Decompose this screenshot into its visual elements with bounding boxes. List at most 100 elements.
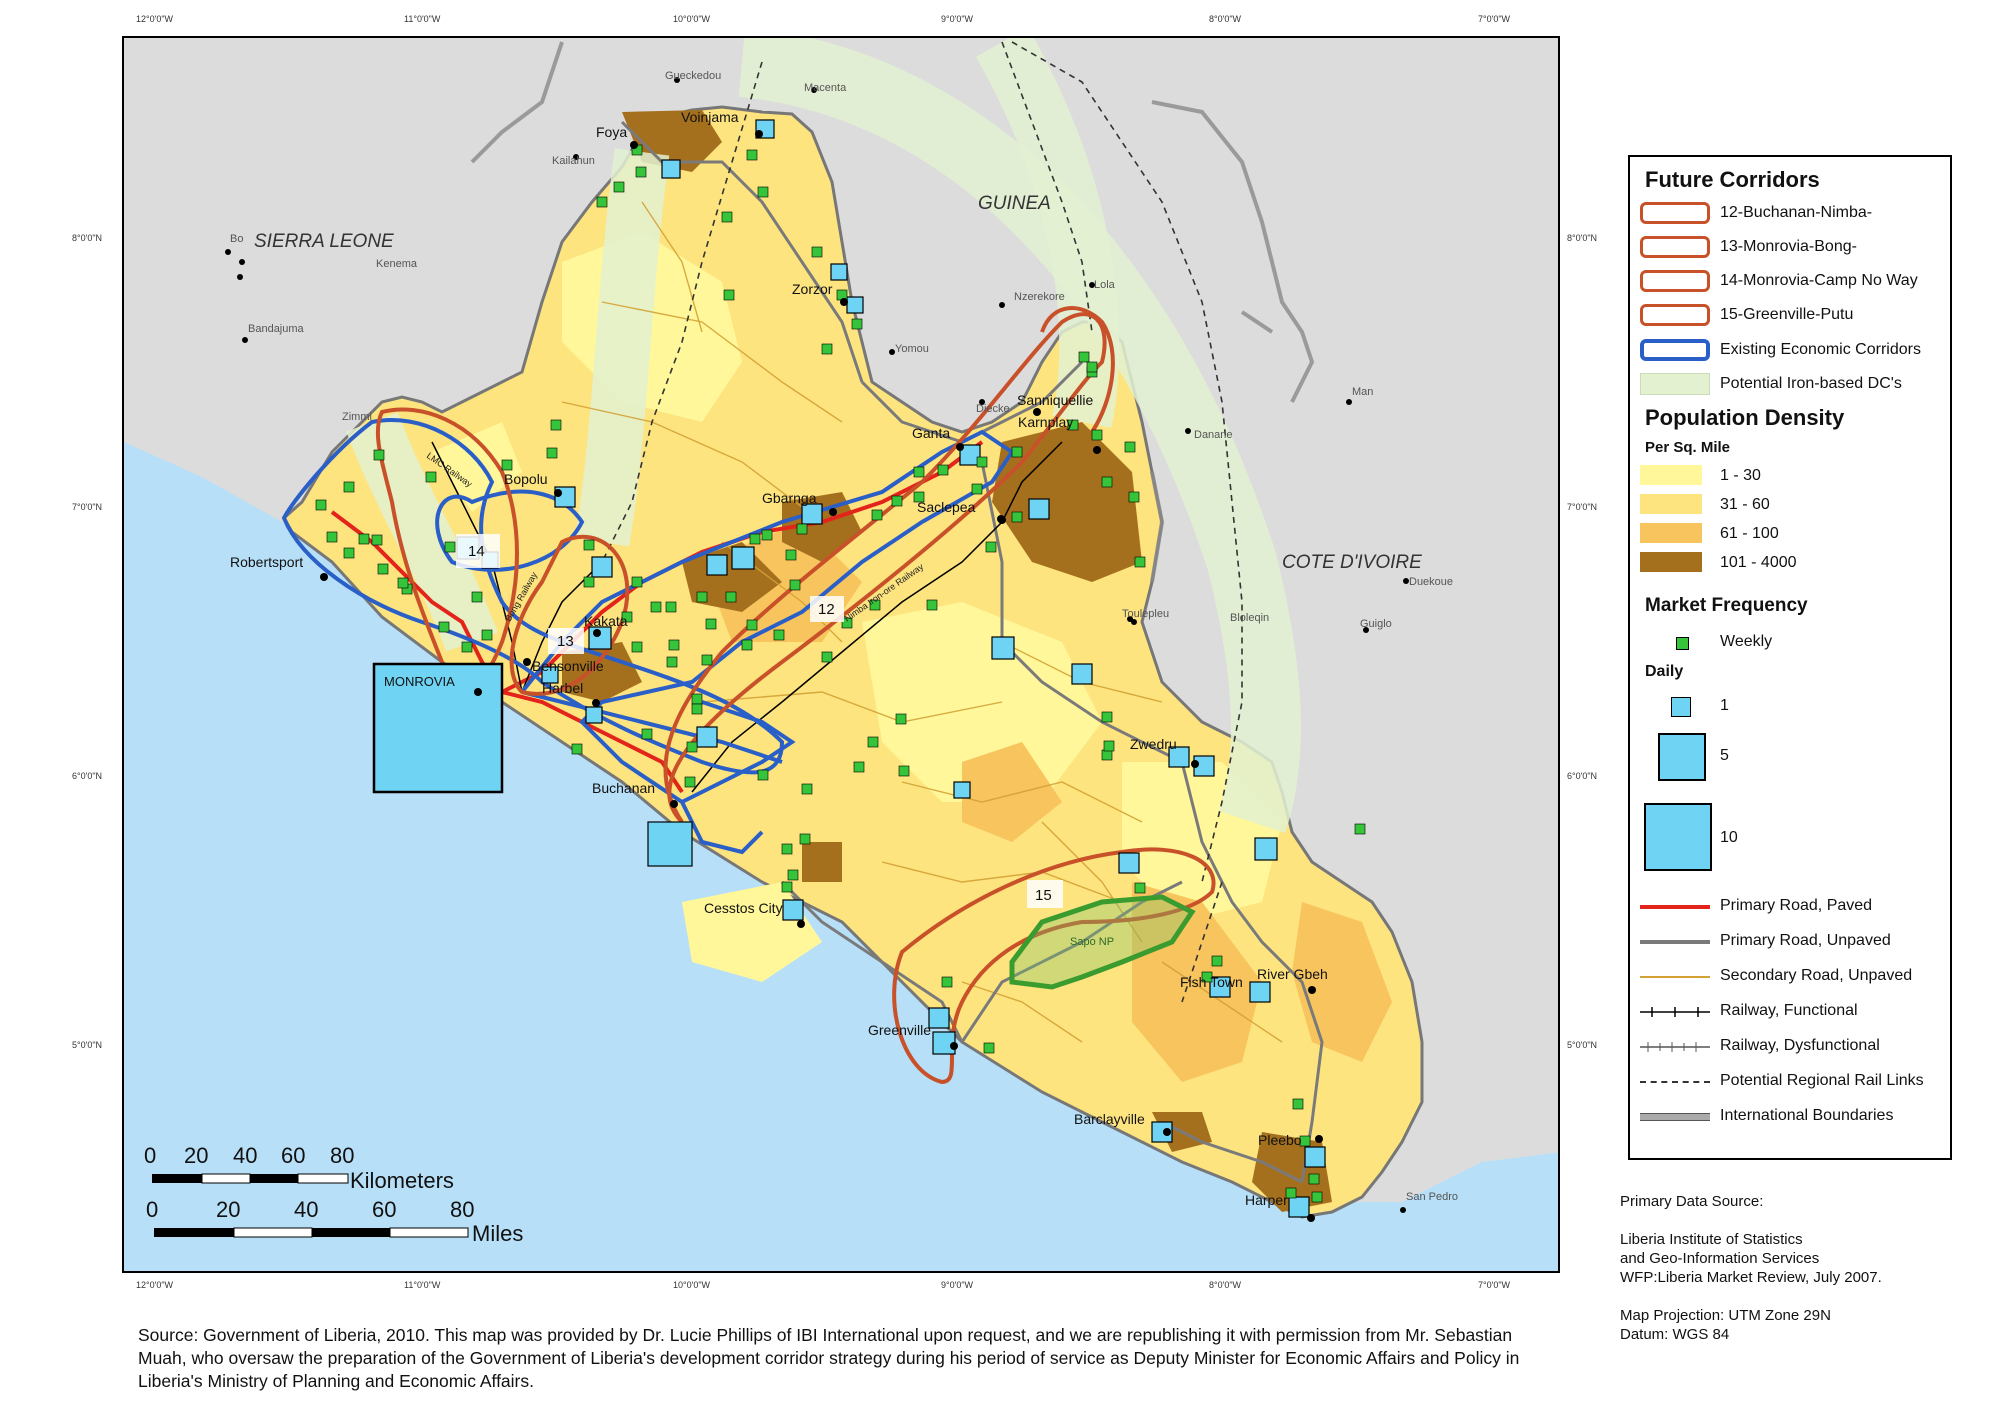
- legend-line-item: International Boundaries: [1640, 1103, 1950, 1131]
- lat-tick: 8°0'0"N: [72, 233, 103, 243]
- boundary-swatch: [1640, 1113, 1710, 1121]
- legend-label: Railway, Dysfunctional: [1720, 1037, 1880, 1054]
- scale-km-20: 20: [184, 1143, 209, 1168]
- scale-mi-80: 80: [450, 1197, 475, 1222]
- corridor-swatch: [1640, 304, 1710, 326]
- scale-bar: [152, 1173, 469, 1238]
- corridor-13: [509, 534, 630, 696]
- legend-daily-item: 1: [1640, 693, 1950, 721]
- legend-label: Potential Regional Rail Links: [1720, 1072, 1924, 1089]
- city-label: Bopolu: [504, 471, 548, 487]
- legend-pop-item: 101 - 4000: [1640, 550, 1950, 578]
- legend-label: Weekly: [1720, 633, 1773, 650]
- corridor-label-15: 15: [1035, 887, 1052, 904]
- legend-label: 5: [1720, 747, 1729, 764]
- iron-dc-corridors: [346, 38, 1301, 834]
- lon-tick: 8°0'0"W: [1209, 1280, 1242, 1290]
- town-label: Zimmi: [342, 411, 372, 423]
- corridor-label-14: 14: [468, 543, 485, 560]
- source-footer: Source: Government of Liberia, 2010. Thi…: [138, 1325, 1520, 1391]
- map-datum: Datum: WGS 84: [1620, 1326, 1730, 1343]
- lat-tick: 5°0'0"N: [72, 1040, 103, 1050]
- unpaved-road-swatch: [1640, 940, 1710, 944]
- city-label: Buchanan: [592, 780, 655, 796]
- legend-future-item: 13-Monrovia-Bong-: [1640, 234, 1950, 262]
- city-label: Cesstos City: [704, 900, 783, 916]
- map-frame: Sapo NP MONROVIA: [122, 36, 1560, 1273]
- iron-dc-swatch: [1640, 373, 1710, 395]
- city-label: Ganta: [912, 425, 950, 441]
- scale-mi-40: 40: [294, 1197, 319, 1222]
- regional-rail-swatch: [1640, 1081, 1710, 1083]
- city-label: Bensonville: [532, 658, 604, 674]
- daily-market-swatch: [1644, 803, 1712, 871]
- town-label: Macenta: [804, 82, 847, 94]
- lon-tick: 7°0'0"W: [1478, 14, 1511, 24]
- legend-label: Existing Economic Corridors: [1720, 341, 1921, 358]
- scale-mi-0: 0: [146, 1197, 159, 1222]
- data-source-line: Liberia Institute of Statistics: [1620, 1231, 1803, 1248]
- legend-label: 31 - 60: [1720, 496, 1770, 513]
- paved-road-swatch: [1640, 905, 1710, 909]
- scale-km-label: Kilometers: [350, 1168, 454, 1193]
- corridor-swatch: [1640, 339, 1710, 361]
- weekly-markets: [315, 144, 1366, 1203]
- city-label: Sanniquellie: [1017, 392, 1093, 408]
- density-swatch: [1640, 552, 1702, 572]
- lon-tick: 9°0'0"W: [941, 14, 974, 24]
- town-label: Guiglo: [1360, 618, 1392, 630]
- city-label: Kakata: [584, 613, 628, 629]
- legend-pop-item: 1 - 30: [1640, 463, 1950, 491]
- lon-tick: 12°0'0"W: [136, 14, 174, 24]
- railway-functional-swatch: [1640, 1007, 1710, 1017]
- legend-label: 101 - 4000: [1720, 554, 1797, 571]
- legend-pop-title: Population Density: [1645, 405, 1845, 430]
- legend-future-item: 14-Monrovia-Camp No Way: [1640, 268, 1950, 296]
- lat-tick: 8°0'0"N: [1567, 233, 1598, 243]
- map-projection: Map Projection: UTM Zone 29N: [1620, 1307, 1831, 1324]
- legend-label: 61 - 100: [1720, 525, 1779, 542]
- legend-future-item: 15-Greenville-Putu: [1640, 302, 1950, 330]
- town-label: Bloleqin: [1230, 612, 1269, 624]
- ocean: [124, 442, 1558, 1271]
- legend-daily-item: 5: [1640, 733, 1950, 787]
- city-label: Greenville: [868, 1022, 931, 1038]
- legend-label: 12-Buchanan-Nimba-: [1720, 204, 1873, 221]
- lon-tick: 7°0'0"W: [1478, 1280, 1511, 1290]
- legend-line-item: Primary Road, Paved: [1640, 893, 1950, 921]
- sapo-np-label: Sapo NP: [1070, 936, 1114, 948]
- data-source-line: WFP:Liberia Market Review, July 2007.: [1620, 1269, 1882, 1286]
- country-label-cote-divoire: COTE D'IVOIRE: [1282, 552, 1422, 573]
- scale-km-0: 0: [144, 1143, 157, 1168]
- legend-label: International Boundaries: [1720, 1107, 1894, 1124]
- corridor-swatch: [1640, 236, 1710, 258]
- legend-market-title: Market Frequency: [1645, 595, 1808, 616]
- town-label: San Pedro: [1406, 1191, 1458, 1203]
- city-label: Zwedru: [1130, 736, 1177, 752]
- legend-label: Primary Road, Unpaved: [1720, 932, 1891, 949]
- scale-km-80: 80: [330, 1143, 355, 1168]
- corridor-labels: 14 13 12 15: [456, 534, 1063, 908]
- town-label: Lola: [1094, 279, 1116, 291]
- city-label: Saclepea: [917, 499, 976, 515]
- legend-line-item: Railway, Dysfunctional: [1640, 1033, 1950, 1061]
- secondary-roads: [561, 201, 1283, 1043]
- lat-tick: 6°0'0"N: [72, 771, 103, 781]
- town-label: Nzerekore: [1014, 291, 1065, 303]
- map-legend: Future Corridors 12-Buchanan-Nimba- 13-M…: [1628, 155, 1952, 1160]
- scale-km-40: 40: [233, 1143, 258, 1168]
- city-label-monrovia: MONROVIA: [384, 674, 455, 689]
- city-label: Fish Town: [1180, 974, 1243, 990]
- city-label: Harper: [1245, 1192, 1288, 1208]
- city-label: Gbarnga: [762, 490, 817, 506]
- weekly-market-swatch: [1676, 637, 1689, 650]
- regional-rail-links: [601, 41, 1243, 1003]
- city-labels: Foya Voinjama Zorzor Sanniquellie Karnpl…: [230, 109, 1328, 1208]
- city-label: River Gbeh: [1257, 966, 1328, 982]
- lat-tick: 7°0'0"N: [1567, 502, 1598, 512]
- foreign-town-dots: [225, 77, 1409, 1213]
- lon-tick: 8°0'0"W: [1209, 14, 1242, 24]
- legend-pop-sub: Per Sq. Mile: [1645, 439, 1731, 456]
- legend-label: 15-Greenville-Putu: [1720, 306, 1854, 323]
- lon-tick: 9°0'0"W: [941, 1280, 974, 1290]
